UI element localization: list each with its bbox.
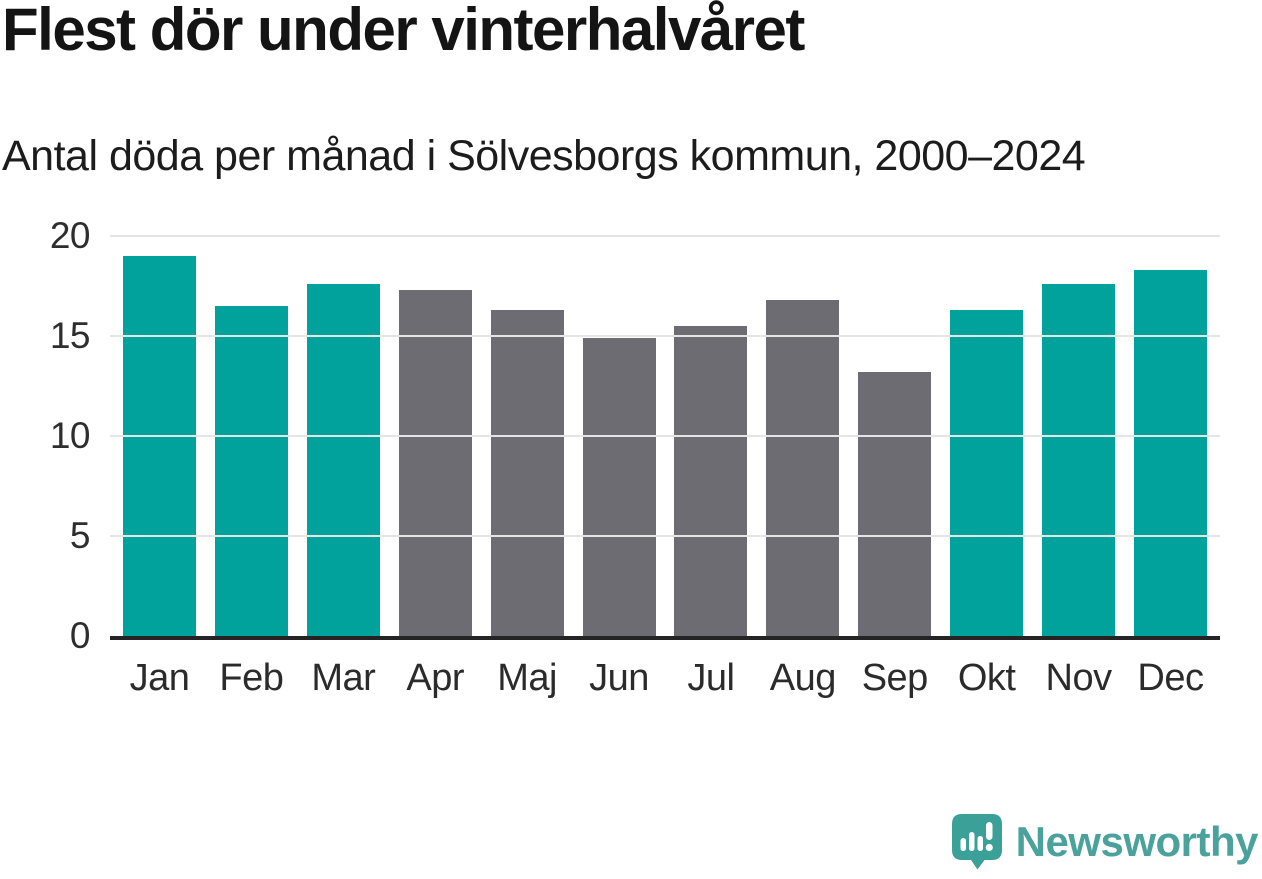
x-tick-label: Mar (311, 657, 376, 699)
y-tick-label: 20 (49, 215, 91, 256)
x-tick-label: Jul (687, 657, 735, 699)
x-tick-label: Apr (406, 657, 465, 699)
bar-jan (123, 256, 196, 636)
bar-mar (306, 284, 380, 636)
newsworthy-logo-icon (951, 814, 1002, 870)
bar-maj (490, 310, 564, 636)
x-tick-label: Jun (589, 657, 649, 699)
gridline (110, 535, 1220, 537)
gridline (110, 435, 1220, 437)
chart-subtitle: Antal döda per månad i Sölvesborgs kommu… (2, 132, 1086, 180)
bar-aug (766, 300, 840, 636)
x-tick-label: Aug (769, 657, 837, 699)
y-tick-label: 15 (49, 315, 91, 356)
bar-apr (398, 290, 472, 636)
x-tick-label: Feb (219, 657, 284, 699)
gridline (110, 335, 1220, 337)
bar-sep (858, 372, 932, 636)
bar-nov (1042, 284, 1116, 636)
plot-area (110, 235, 1220, 640)
x-tick-label: Dec (1137, 657, 1204, 699)
y-axis: 0 5 10 15 20 (0, 216, 91, 656)
x-tick-label: Sep (861, 657, 929, 699)
bar-jun (582, 338, 656, 636)
x-tick-label: Okt (957, 657, 1016, 699)
chart-title: Flest dör under vinterhalvåret (2, 0, 805, 63)
bar-feb (214, 306, 288, 636)
y-tick-label: 5 (69, 515, 91, 556)
brand-footer: Newsworthy (951, 812, 1259, 872)
y-tick-label: 0 (69, 615, 91, 656)
bar-okt (950, 310, 1024, 636)
bar-dec (1133, 270, 1207, 636)
x-axis: Jan Feb Mar Apr Maj Jun Jul Aug Sep Okt Nov Dec (123, 656, 1207, 700)
x-tick-label: Jan (129, 657, 190, 699)
bar-series (123, 236, 1207, 636)
gridline (110, 235, 1220, 237)
x-tick-label: Nov (1045, 657, 1113, 699)
bar-jul (674, 326, 748, 636)
brand-name: Newsworthy (1015, 818, 1259, 865)
x-tick-label: Maj (497, 657, 557, 699)
y-tick-label: 10 (49, 415, 91, 456)
